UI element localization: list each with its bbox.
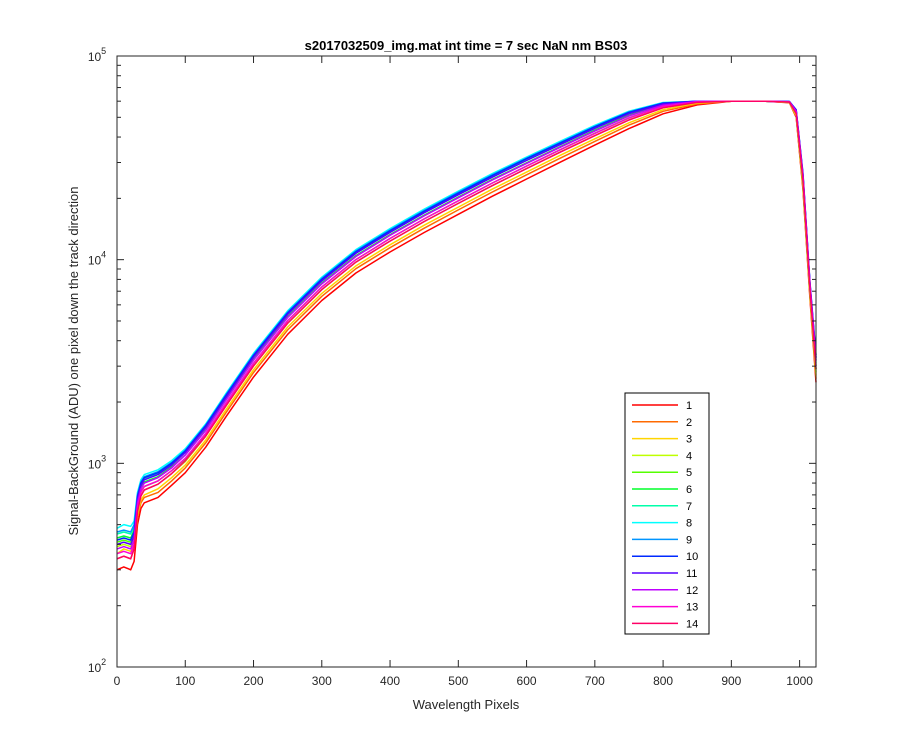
x-tick-label: 700 — [585, 674, 605, 688]
legend-label-10: 10 — [686, 551, 698, 563]
chart-title: s2017032509_img.mat int time = 7 sec NaN… — [305, 38, 628, 53]
legend-label-12: 12 — [686, 585, 698, 597]
legend-label-6: 6 — [686, 484, 692, 496]
y-tick-label: 102 — [88, 657, 106, 675]
legend-label-8: 8 — [686, 518, 692, 530]
y-tick-base: 10 — [88, 50, 102, 64]
x-tick-label: 400 — [380, 674, 400, 688]
x-tick-label: 600 — [517, 674, 537, 688]
x-tick-label: 900 — [721, 674, 741, 688]
legend-label-1: 1 — [686, 400, 692, 412]
x-axis-label: Wavelength Pixels — [413, 697, 520, 712]
x-tick-label: 200 — [244, 674, 264, 688]
axes-background — [117, 56, 816, 667]
legend-label-13: 13 — [686, 602, 698, 614]
x-tick-label: 1000 — [786, 674, 813, 688]
y-tick-exponent: 4 — [101, 250, 106, 260]
y-tick-base: 10 — [88, 254, 102, 268]
tick-layer: 0 100 200 300 400 500 600 700 800 900 100010210310… — [88, 46, 816, 688]
legend-label-5: 5 — [686, 467, 692, 479]
legend-label-3: 3 — [686, 434, 692, 446]
axes-frame — [116, 55, 817, 668]
y-tick-label: 104 — [88, 250, 106, 268]
x-tick-label: 0 — [114, 674, 121, 688]
legend-label-14: 14 — [686, 618, 698, 630]
y-tick-exponent: 2 — [101, 657, 106, 667]
x-tick-label: 500 — [448, 674, 468, 688]
legend-box — [624, 392, 710, 635]
y-axis-label: Signal-BackGround (ADU) one pixel down t… — [66, 186, 81, 535]
legend-label-4: 4 — [686, 450, 692, 462]
y-tick-label: 105 — [88, 46, 106, 64]
y-tick-exponent: 3 — [101, 453, 106, 463]
x-tick-label: 800 — [653, 674, 673, 688]
x-tick-label: 300 — [312, 674, 332, 688]
legend-label-11: 11 — [686, 568, 697, 580]
legend-label-7: 7 — [686, 501, 692, 513]
y-tick-label: 103 — [88, 453, 106, 471]
legend-label-9: 9 — [686, 534, 692, 546]
x-tick-label: 100 — [175, 674, 195, 688]
y-tick-base: 10 — [88, 661, 102, 675]
y-tick-exponent: 5 — [101, 46, 106, 56]
series-layer — [116, 100, 817, 571]
legend-label-2: 2 — [686, 417, 692, 429]
y-tick-base: 10 — [88, 457, 102, 471]
series-line-14 — [116, 100, 817, 560]
